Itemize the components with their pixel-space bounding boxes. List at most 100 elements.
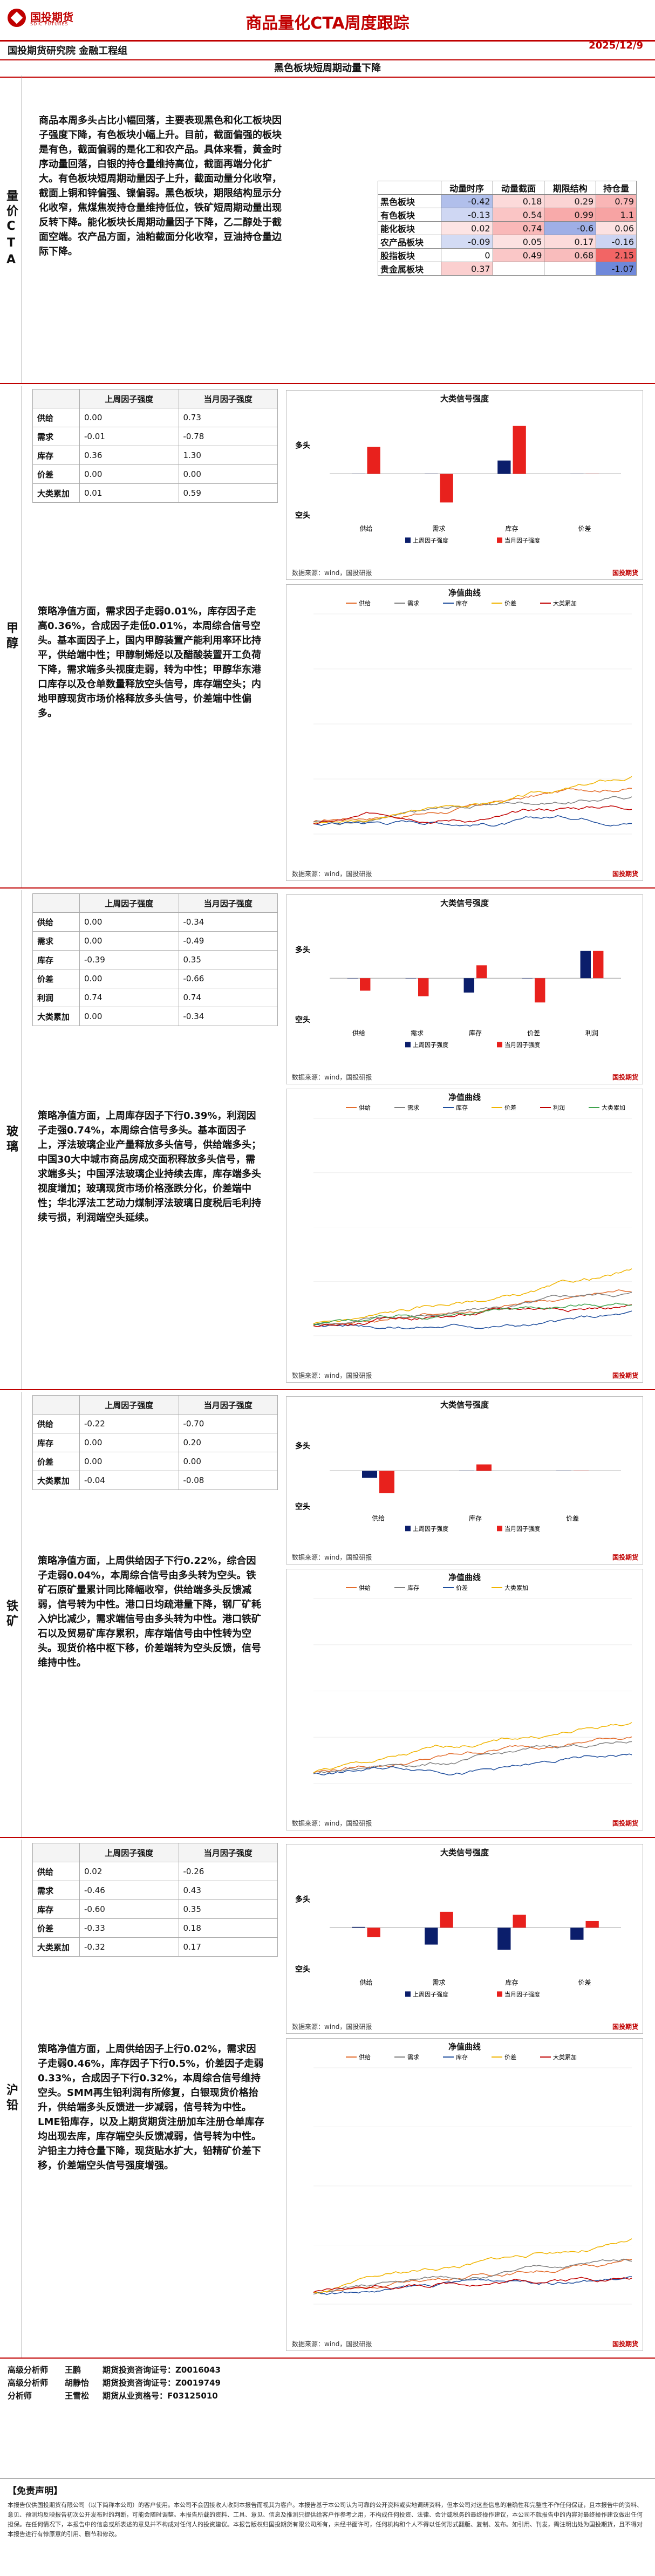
nav-line bbox=[313, 788, 632, 823]
overview-cell: 0.54 bbox=[492, 208, 545, 222]
factor-header-cell bbox=[32, 1843, 80, 1862]
bar-this-month bbox=[593, 951, 604, 979]
bar-last-week bbox=[497, 1928, 511, 1950]
factor-value: 0.74 bbox=[178, 988, 278, 1007]
legend-label: 当月因子强度 bbox=[504, 536, 540, 544]
overview-row-name: 贵金属板块 bbox=[378, 262, 441, 276]
chart-source: 数据来源：wind，国投研报 bbox=[292, 1554, 372, 1561]
nav-legend-label: 库存 bbox=[456, 2053, 468, 2061]
overview-row: 贵金属板块 0.37 -1.07 bbox=[378, 262, 637, 276]
factor-name: 需求 bbox=[32, 931, 80, 951]
overview-cell: 0.29 bbox=[544, 194, 597, 208]
category-label: 需求 bbox=[432, 1979, 445, 1986]
legend-swatch bbox=[405, 1042, 411, 1048]
factor-value: -0.66 bbox=[178, 969, 278, 988]
overview-cell: 0.05 bbox=[492, 235, 545, 249]
nav-line bbox=[313, 776, 632, 824]
overview-row: 股指板块 0 0.49 0.68 2.15 bbox=[378, 248, 637, 262]
overview-row: 黑色板块 -0.42 0.18 0.29 0.79 bbox=[378, 194, 637, 208]
factor-value: -0.33 bbox=[79, 1918, 179, 1938]
factor-value: 0.00 bbox=[178, 464, 278, 484]
factor-row: 大类累加 0.00 -0.34 bbox=[32, 1007, 278, 1026]
nav-legend-label: 价差 bbox=[504, 1104, 516, 1111]
overview-cell: 0.06 bbox=[596, 221, 637, 235]
overview-cell: 1.1 bbox=[596, 208, 637, 222]
category-label: 供给 bbox=[359, 525, 372, 532]
nav-legend-label: 价差 bbox=[504, 2053, 516, 2061]
category-label: 库存 bbox=[469, 1514, 482, 1522]
overview-row-name: 黑色板块 bbox=[378, 194, 441, 208]
factor-row: 需求 -0.01 -0.78 bbox=[32, 427, 278, 446]
factor-value: 0.00 bbox=[79, 408, 179, 427]
nav-chart-watermark: 国投期货 bbox=[612, 1372, 638, 1379]
factor-name: 大类累加 bbox=[32, 1007, 80, 1026]
nav-legend-label: 大类累加 bbox=[504, 1584, 528, 1591]
factor-value: 0.00 bbox=[79, 931, 179, 951]
legend-label: 上周因子强度 bbox=[413, 1525, 448, 1532]
factor-name: 库存 bbox=[32, 446, 80, 465]
overview-row-name: 能化板块 bbox=[378, 221, 441, 235]
nav-line bbox=[313, 1289, 632, 1326]
analyst-cert: 期货从业资格号：F03125010 bbox=[103, 2391, 218, 2401]
factor-row: 利润 0.74 0.74 bbox=[32, 988, 278, 1007]
factor-value: -0.26 bbox=[178, 1862, 278, 1881]
bar-last-week bbox=[352, 1926, 365, 1928]
factor-row: 供给 0.02 -0.26 bbox=[32, 1862, 278, 1881]
overview-header-cell: 动量时序 bbox=[440, 181, 493, 195]
section-label-text: 沪铅 bbox=[4, 2083, 18, 2114]
factor-name: 利润 bbox=[32, 988, 80, 1007]
nav-legend-label: 利润 bbox=[553, 1104, 565, 1111]
factor-row: 库存 0.36 1.30 bbox=[32, 446, 278, 465]
factor-value: -0.39 bbox=[79, 950, 179, 969]
factor-row: 大类累加 -0.32 0.17 bbox=[32, 1937, 278, 1957]
factor-header-cell: 上周因子强度 bbox=[79, 1843, 179, 1862]
legend-swatch bbox=[405, 537, 411, 543]
factor-header-cell: 上周因子强度 bbox=[79, 389, 179, 408]
bar-last-week bbox=[497, 460, 511, 474]
factor-value: 0.00 bbox=[79, 1433, 179, 1452]
factor-value: 0.00 bbox=[79, 1452, 179, 1471]
bar-this-month bbox=[513, 426, 526, 474]
factor-value: 0.00 bbox=[79, 912, 179, 932]
bar-chart-title: 大类信号强度 bbox=[440, 898, 489, 908]
bar-chart-title: 大类信号强度 bbox=[440, 394, 489, 404]
factor-row: 需求 -0.46 0.43 bbox=[32, 1881, 278, 1900]
bar-this-month bbox=[585, 1921, 599, 1928]
legend-swatch bbox=[497, 1526, 502, 1532]
factor-name: 大类累加 bbox=[32, 1937, 80, 1957]
bar-this-month bbox=[367, 447, 380, 474]
overview-text: 商品本周多头占比小幅回落，主要表现黑色和化工板块因子强度下降，有色板块小幅上升。… bbox=[39, 115, 282, 257]
disclaimer-text: 本报告仅供国投期货有限公司（以下简称本公司）的客户使用。本公司不会因接收人收到本… bbox=[8, 2502, 643, 2538]
nav-legend-label: 需求 bbox=[407, 2054, 419, 2061]
axis-label-bottom: 空头 bbox=[295, 511, 310, 520]
nav-chart-source: 数据来源：wind，国投研报 bbox=[292, 870, 372, 878]
axis-label-top: 多头 bbox=[295, 441, 310, 450]
factor-value: -0.22 bbox=[79, 1414, 179, 1433]
factor-value: -0.04 bbox=[79, 1471, 179, 1490]
section-label: 玻璃 bbox=[0, 890, 22, 1389]
overview-section: 量价CTA 商品本周多头占比小幅回落，主要表现黑色和化工板块因子强度下降，有色板… bbox=[0, 76, 655, 384]
overview-cell bbox=[544, 262, 597, 276]
bar-this-month bbox=[440, 474, 453, 503]
legend-swatch bbox=[405, 1526, 411, 1532]
overview-cell: 0.99 bbox=[544, 208, 597, 222]
factor-value: 0.18 bbox=[178, 1918, 278, 1938]
legend-swatch bbox=[497, 537, 502, 543]
bar-this-month bbox=[360, 978, 371, 991]
category-label: 库存 bbox=[505, 524, 518, 532]
bar-this-month bbox=[418, 978, 429, 996]
company-logo: 国投期货 SDIC FUTURES bbox=[8, 6, 88, 28]
nav-legend-label: 价差 bbox=[456, 1584, 468, 1591]
nav-line bbox=[313, 815, 632, 827]
nav-legend-label: 需求 bbox=[407, 600, 419, 607]
nav-chart-watermark: 国投期货 bbox=[612, 2340, 638, 2348]
bar-this-month bbox=[440, 1911, 453, 1928]
bar-this-month bbox=[535, 978, 545, 1003]
overview-header-row: 动量时序 动量截面 期限结构 持仓量 bbox=[378, 181, 637, 195]
analyst-role: 分析师 bbox=[8, 2391, 32, 2401]
nav-line bbox=[313, 1310, 632, 1330]
legend-label: 当月因子强度 bbox=[504, 1990, 540, 1998]
factor-name: 需求 bbox=[32, 427, 80, 446]
overview-cell: 0 bbox=[440, 248, 493, 262]
